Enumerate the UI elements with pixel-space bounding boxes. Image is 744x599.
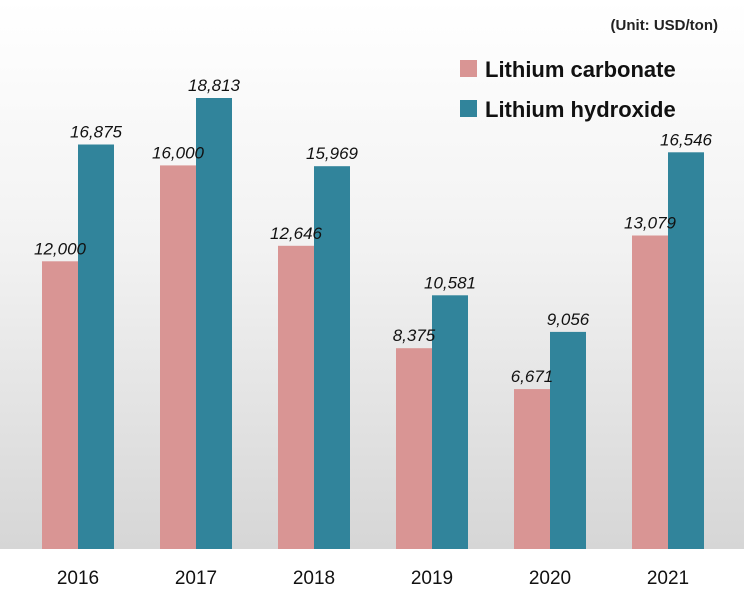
data-label-lithium-carbonate-2020: 6,671 [511,367,554,386]
data-label-lithium-hydroxide-2021: 16,546 [660,130,713,149]
legend-label-lithium-hydroxide: Lithium hydroxide [485,97,676,122]
data-label-lithium-carbonate-2019: 8,375 [393,326,436,345]
bar-lithium-carbonate-2017 [160,165,196,549]
legend-label-lithium-carbonate: Lithium carbonate [485,57,676,82]
data-label-lithium-carbonate-2018: 12,646 [270,224,323,243]
data-label-lithium-carbonate-2017: 16,000 [152,143,205,162]
data-label-lithium-hydroxide-2017: 18,813 [188,76,241,95]
bar-lithium-hydroxide-2018 [314,166,350,549]
x-tick-label-2019: 2019 [411,568,453,589]
bar-lithium-carbonate-2021 [632,235,668,549]
data-label-lithium-hydroxide-2020: 9,056 [547,310,590,329]
axis-label-band [0,549,744,599]
data-label-group: 12,000 16,875 16,000 18,813 12,646 15,969 8,37… [34,76,713,386]
data-label-lithium-carbonate-2016: 12,000 [34,239,87,258]
bar-lithium-carbonate-2016 [42,261,78,549]
data-label-lithium-carbonate-2021: 13,079 [624,214,677,233]
bar-lithium-hydroxide-2020 [550,331,586,549]
legend-swatch-lithium-hydroxide [460,100,477,117]
x-tick-label-2017: 2017 [175,568,217,589]
x-tick-label-2018: 2018 [293,568,335,589]
bar-lithium-hydroxide-2017 [196,98,232,549]
x-tick-label-2021: 2021 [647,568,689,589]
data-label-lithium-hydroxide-2018: 15,969 [306,144,359,163]
legend: Lithium carbonate Lithium hydroxide [460,57,676,122]
data-label-lithium-hydroxide-2016: 16,875 [70,123,123,142]
x-tick-label-2020: 2020 [529,568,571,589]
x-axis-tick-labels: 2016 2017 2018 2019 2020 2021 [57,568,689,589]
bar-group [42,98,704,550]
bar-lithium-hydroxide-2016 [78,144,114,549]
plot-background [0,0,744,549]
x-tick-label-2016: 2016 [57,568,99,589]
bar-lithium-carbonate-2018 [278,245,314,550]
bar-lithium-hydroxide-2019 [432,295,468,549]
bar-lithium-carbonate-2020 [514,389,550,549]
bar-lithium-hydroxide-2021 [668,152,704,550]
unit-label: (Unit: USD/ton) [611,17,718,34]
bar-lithium-carbonate-2019 [396,348,432,549]
legend-swatch-lithium-carbonate [460,60,477,77]
data-label-lithium-hydroxide-2019: 10,581 [424,273,476,292]
